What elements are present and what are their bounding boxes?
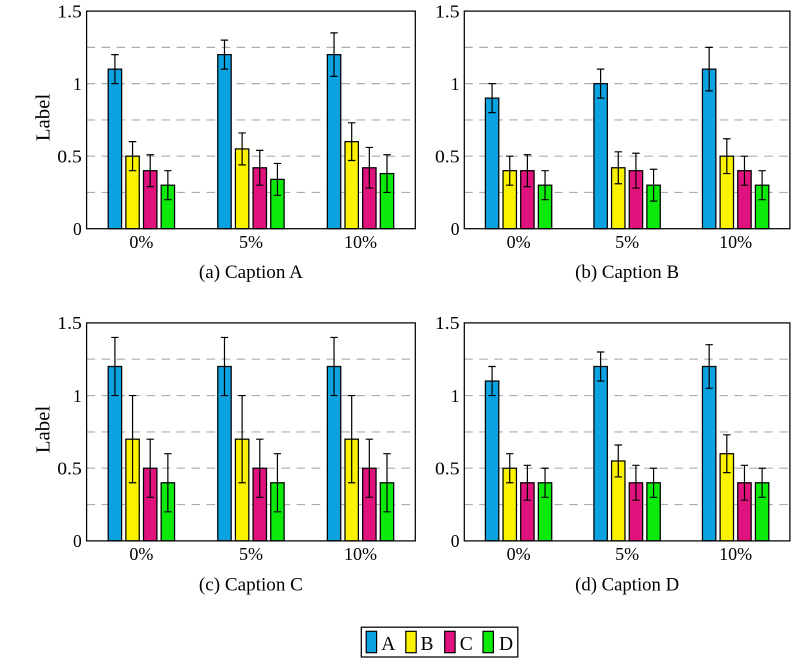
svg-text:1.5: 1.5: [57, 1, 82, 21]
svg-text:0.5: 0.5: [57, 459, 82, 479]
svg-text:C: C: [460, 634, 473, 655]
svg-text:0%: 0%: [129, 544, 153, 564]
svg-text:5%: 5%: [239, 544, 263, 564]
svg-text:0%: 0%: [129, 232, 153, 252]
svg-text:0%: 0%: [507, 544, 531, 564]
svg-text:10%: 10%: [344, 544, 377, 564]
svg-text:D: D: [499, 634, 513, 655]
svg-text:Label: Label: [32, 93, 54, 141]
svg-text:10%: 10%: [344, 232, 377, 252]
svg-text:A: A: [381, 634, 395, 655]
svg-text:0.5: 0.5: [435, 459, 460, 479]
svg-text:1.5: 1.5: [435, 1, 460, 21]
svg-text:Label: Label: [32, 405, 54, 453]
svg-text:0: 0: [451, 219, 460, 239]
svg-text:0%: 0%: [507, 232, 531, 252]
svg-text:10%: 10%: [719, 544, 752, 564]
svg-text:(a) Caption A: (a) Caption A: [199, 262, 303, 283]
svg-text:1: 1: [451, 74, 460, 94]
svg-text:(b) Caption B: (b) Caption B: [575, 262, 679, 283]
svg-text:(c) Caption C: (c) Caption C: [199, 574, 303, 595]
svg-text:0: 0: [73, 219, 82, 239]
svg-text:1.5: 1.5: [435, 313, 460, 333]
svg-text:10%: 10%: [719, 232, 752, 252]
svg-text:1: 1: [73, 386, 82, 406]
svg-text:5%: 5%: [615, 232, 639, 252]
svg-text:(d) Caption D: (d) Caption D: [575, 574, 679, 595]
svg-text:1: 1: [73, 74, 82, 94]
svg-text:1: 1: [451, 386, 460, 406]
svg-text:0: 0: [73, 531, 82, 551]
svg-text:0.5: 0.5: [435, 146, 460, 166]
svg-text:5%: 5%: [615, 544, 639, 564]
svg-text:B: B: [421, 634, 434, 655]
svg-text:0.5: 0.5: [57, 146, 82, 166]
svg-text:0: 0: [451, 531, 460, 551]
svg-text:1.5: 1.5: [57, 313, 82, 333]
svg-text:5%: 5%: [239, 232, 263, 252]
